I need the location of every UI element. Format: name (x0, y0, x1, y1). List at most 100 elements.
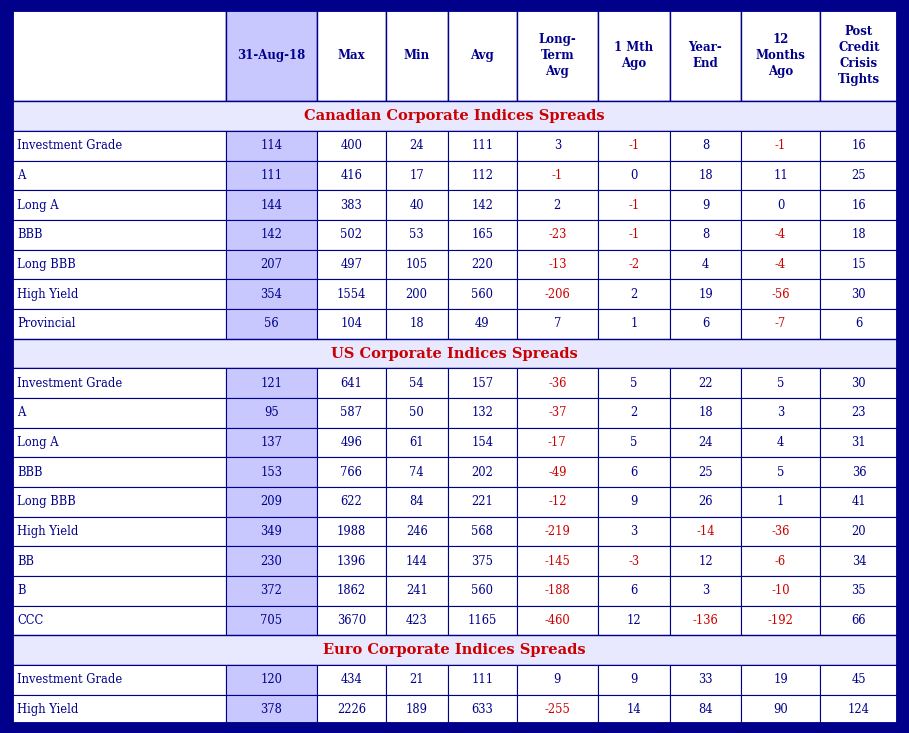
Text: High Yield: High Yield (17, 703, 79, 716)
Bar (742, 457, 820, 487)
Text: -460: -460 (544, 614, 570, 627)
Text: 49: 49 (474, 317, 490, 331)
Text: 5: 5 (777, 465, 784, 479)
Bar (742, 398, 820, 427)
Text: 7: 7 (554, 317, 561, 331)
Text: 9: 9 (630, 496, 637, 508)
Bar (670, 487, 742, 517)
Text: 641: 641 (340, 377, 362, 390)
Bar (448, 605, 516, 636)
Bar (317, 279, 385, 309)
Bar (385, 427, 448, 457)
Text: 416: 416 (340, 169, 362, 182)
Bar (670, 279, 742, 309)
Text: 18: 18 (698, 169, 713, 182)
Text: 8: 8 (702, 229, 709, 241)
Bar (317, 220, 385, 250)
Text: 18: 18 (409, 317, 425, 331)
Bar (317, 665, 385, 695)
Text: -206: -206 (544, 288, 570, 301)
Text: 209: 209 (260, 496, 283, 508)
Bar (516, 191, 598, 220)
Text: 9: 9 (554, 673, 561, 686)
Text: 207: 207 (260, 258, 283, 271)
Bar (385, 605, 448, 636)
Text: 354: 354 (261, 288, 283, 301)
Bar (516, 517, 598, 546)
Bar (670, 665, 742, 695)
Text: 6: 6 (630, 584, 637, 597)
Text: Long-
Term
Avg: Long- Term Avg (538, 33, 576, 78)
Text: 1988: 1988 (336, 525, 366, 538)
Bar (516, 546, 598, 576)
Text: -1: -1 (774, 139, 786, 152)
Bar (670, 220, 742, 250)
Bar (516, 279, 598, 309)
Text: -56: -56 (771, 288, 790, 301)
Text: -219: -219 (544, 525, 570, 538)
Bar (598, 487, 670, 517)
Bar (516, 220, 598, 250)
Bar (516, 250, 598, 279)
Bar (448, 457, 516, 487)
Bar (448, 279, 516, 309)
Text: 142: 142 (261, 229, 283, 241)
Text: 6: 6 (630, 465, 637, 479)
Bar (742, 191, 820, 220)
Text: 5: 5 (630, 436, 637, 449)
Bar (598, 309, 670, 339)
Bar (385, 546, 448, 576)
Bar (317, 576, 385, 605)
Text: 111: 111 (260, 169, 283, 182)
Text: Investment Grade: Investment Grade (17, 673, 123, 686)
Text: 383: 383 (340, 199, 362, 212)
Bar (448, 546, 516, 576)
Bar (670, 695, 742, 724)
Bar (516, 487, 598, 517)
Bar (317, 427, 385, 457)
Text: 1 Mth
Ago: 1 Mth Ago (614, 40, 654, 70)
Bar (317, 695, 385, 724)
Text: Provincial: Provincial (17, 317, 75, 331)
Text: 84: 84 (409, 496, 424, 508)
Text: 372: 372 (261, 584, 283, 597)
Text: 53: 53 (409, 229, 425, 241)
Bar (317, 398, 385, 427)
Bar (317, 131, 385, 161)
Text: 34: 34 (852, 555, 866, 567)
Bar (820, 665, 898, 695)
Bar (448, 665, 516, 695)
Bar (11, 9, 226, 101)
Text: Year-
End: Year- End (689, 40, 723, 70)
Bar (385, 487, 448, 517)
Bar (226, 517, 317, 546)
Bar (516, 131, 598, 161)
Bar (385, 576, 448, 605)
Bar (11, 339, 898, 369)
Bar (448, 161, 516, 191)
Text: 3: 3 (702, 584, 709, 597)
Text: 30: 30 (852, 288, 866, 301)
Bar (742, 279, 820, 309)
Bar (11, 220, 226, 250)
Text: 1: 1 (630, 317, 637, 331)
Text: 74: 74 (409, 465, 425, 479)
Text: 33: 33 (698, 673, 713, 686)
Bar (11, 665, 226, 695)
Text: 19: 19 (774, 673, 788, 686)
Bar (516, 427, 598, 457)
Text: 26: 26 (698, 496, 713, 508)
Bar (226, 605, 317, 636)
Text: 121: 121 (260, 377, 283, 390)
Bar (226, 398, 317, 427)
Text: 56: 56 (265, 317, 279, 331)
Text: -192: -192 (767, 614, 794, 627)
Bar (820, 220, 898, 250)
Bar (670, 546, 742, 576)
Text: 3670: 3670 (336, 614, 366, 627)
Text: -1: -1 (628, 229, 639, 241)
Bar (226, 131, 317, 161)
Text: 111: 111 (471, 139, 494, 152)
Bar (317, 517, 385, 546)
Text: 20: 20 (852, 525, 866, 538)
